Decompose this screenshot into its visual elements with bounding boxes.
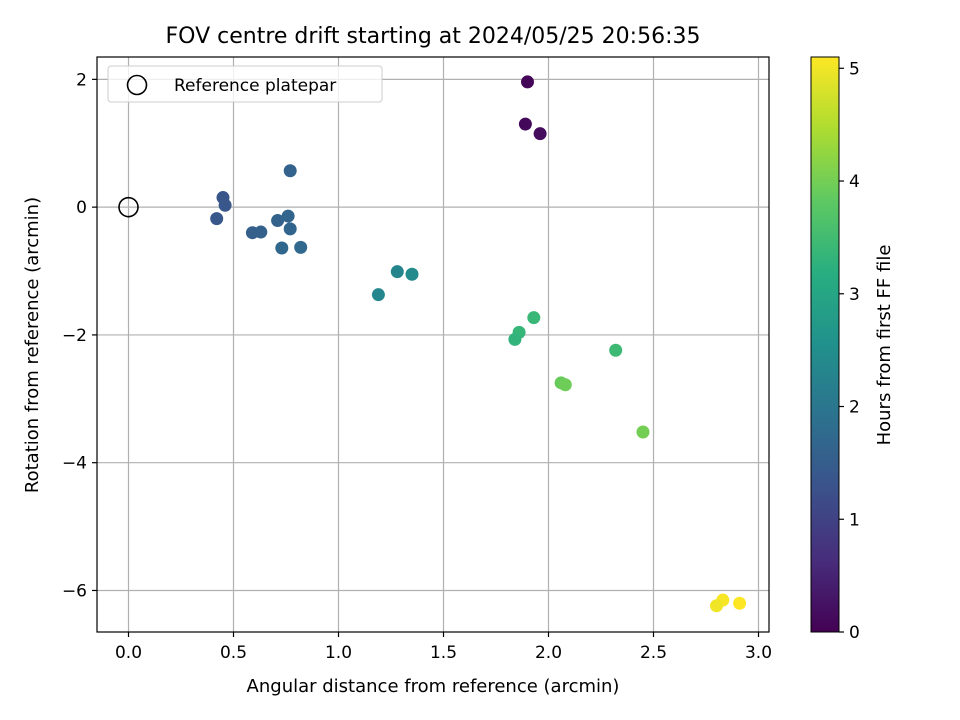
data-point [518,117,532,131]
y-axis-label: Rotation from reference (arcmin) [22,197,43,493]
x-axis-ticks: 0.0 0.5 1.0 1.5 2.0 2.5 3.0 [115,632,772,663]
data-point [527,311,541,325]
x-tick-label: 2.0 [535,643,562,663]
legend-box [107,65,383,103]
data-point [710,599,723,613]
data-point [281,209,295,223]
colorbar-tick-label: 2 [849,398,860,418]
chart-title: FOV centre drift starting at 2024/05/25 … [166,24,701,49]
x-tick-label: 0.5 [220,643,247,663]
legend: Reference platepar [107,65,383,103]
grid-lines [97,57,769,632]
data-point [371,288,385,302]
y-axis-ticks: 2 0 −2 −4 −6 [62,70,97,601]
data-point [609,343,623,357]
x-axis-label: Angular distance from reference (arcmin) [247,676,620,697]
plot-frame [96,56,770,633]
x-tick-label: 0.0 [115,643,142,663]
x-tick-label: 1.5 [430,643,457,663]
colorbar-ticks: 0 1 2 3 4 5 [839,59,860,643]
legend-label: Reference platepar [174,76,336,96]
x-tick-label: 2.5 [640,643,667,663]
data-point [733,596,747,610]
data-point [283,222,297,236]
data-point [254,225,268,239]
data-point [275,241,289,255]
y-tick-label: 0 [76,198,87,218]
x-tick-label: 1.0 [325,643,352,663]
data-point [390,265,404,279]
data-point [508,332,522,346]
reference-platepar-marker [118,196,139,218]
data-point [405,267,419,281]
data-points [210,75,747,613]
colorbar-gradient [810,56,840,633]
x-tick-label: 3.0 [745,643,772,663]
data-point [218,198,232,212]
y-tick-label: −4 [62,454,87,474]
y-tick-label: −6 [62,581,87,601]
data-point [636,425,650,439]
colorbar-tick-label: 4 [849,172,860,192]
data-point [521,75,534,89]
legend-open-circle-marker [126,74,148,96]
colorbar: 0 1 2 3 4 5 Hours from first FF file [810,56,895,643]
data-point [558,378,572,392]
colorbar-tick-label: 3 [849,285,860,305]
y-tick-label: −2 [62,326,87,346]
data-point [533,127,547,141]
data-point [210,212,224,226]
reference-point [118,196,139,218]
colorbar-label: Hours from first FF file [874,245,895,446]
colorbar-tick-label: 0 [849,623,860,643]
colorbar-tick-label: 5 [849,59,860,79]
data-point [283,164,297,178]
colorbar-tick-label: 1 [849,510,860,530]
data-point [294,240,308,254]
y-tick-label: 2 [76,70,87,90]
data-point [271,214,285,228]
